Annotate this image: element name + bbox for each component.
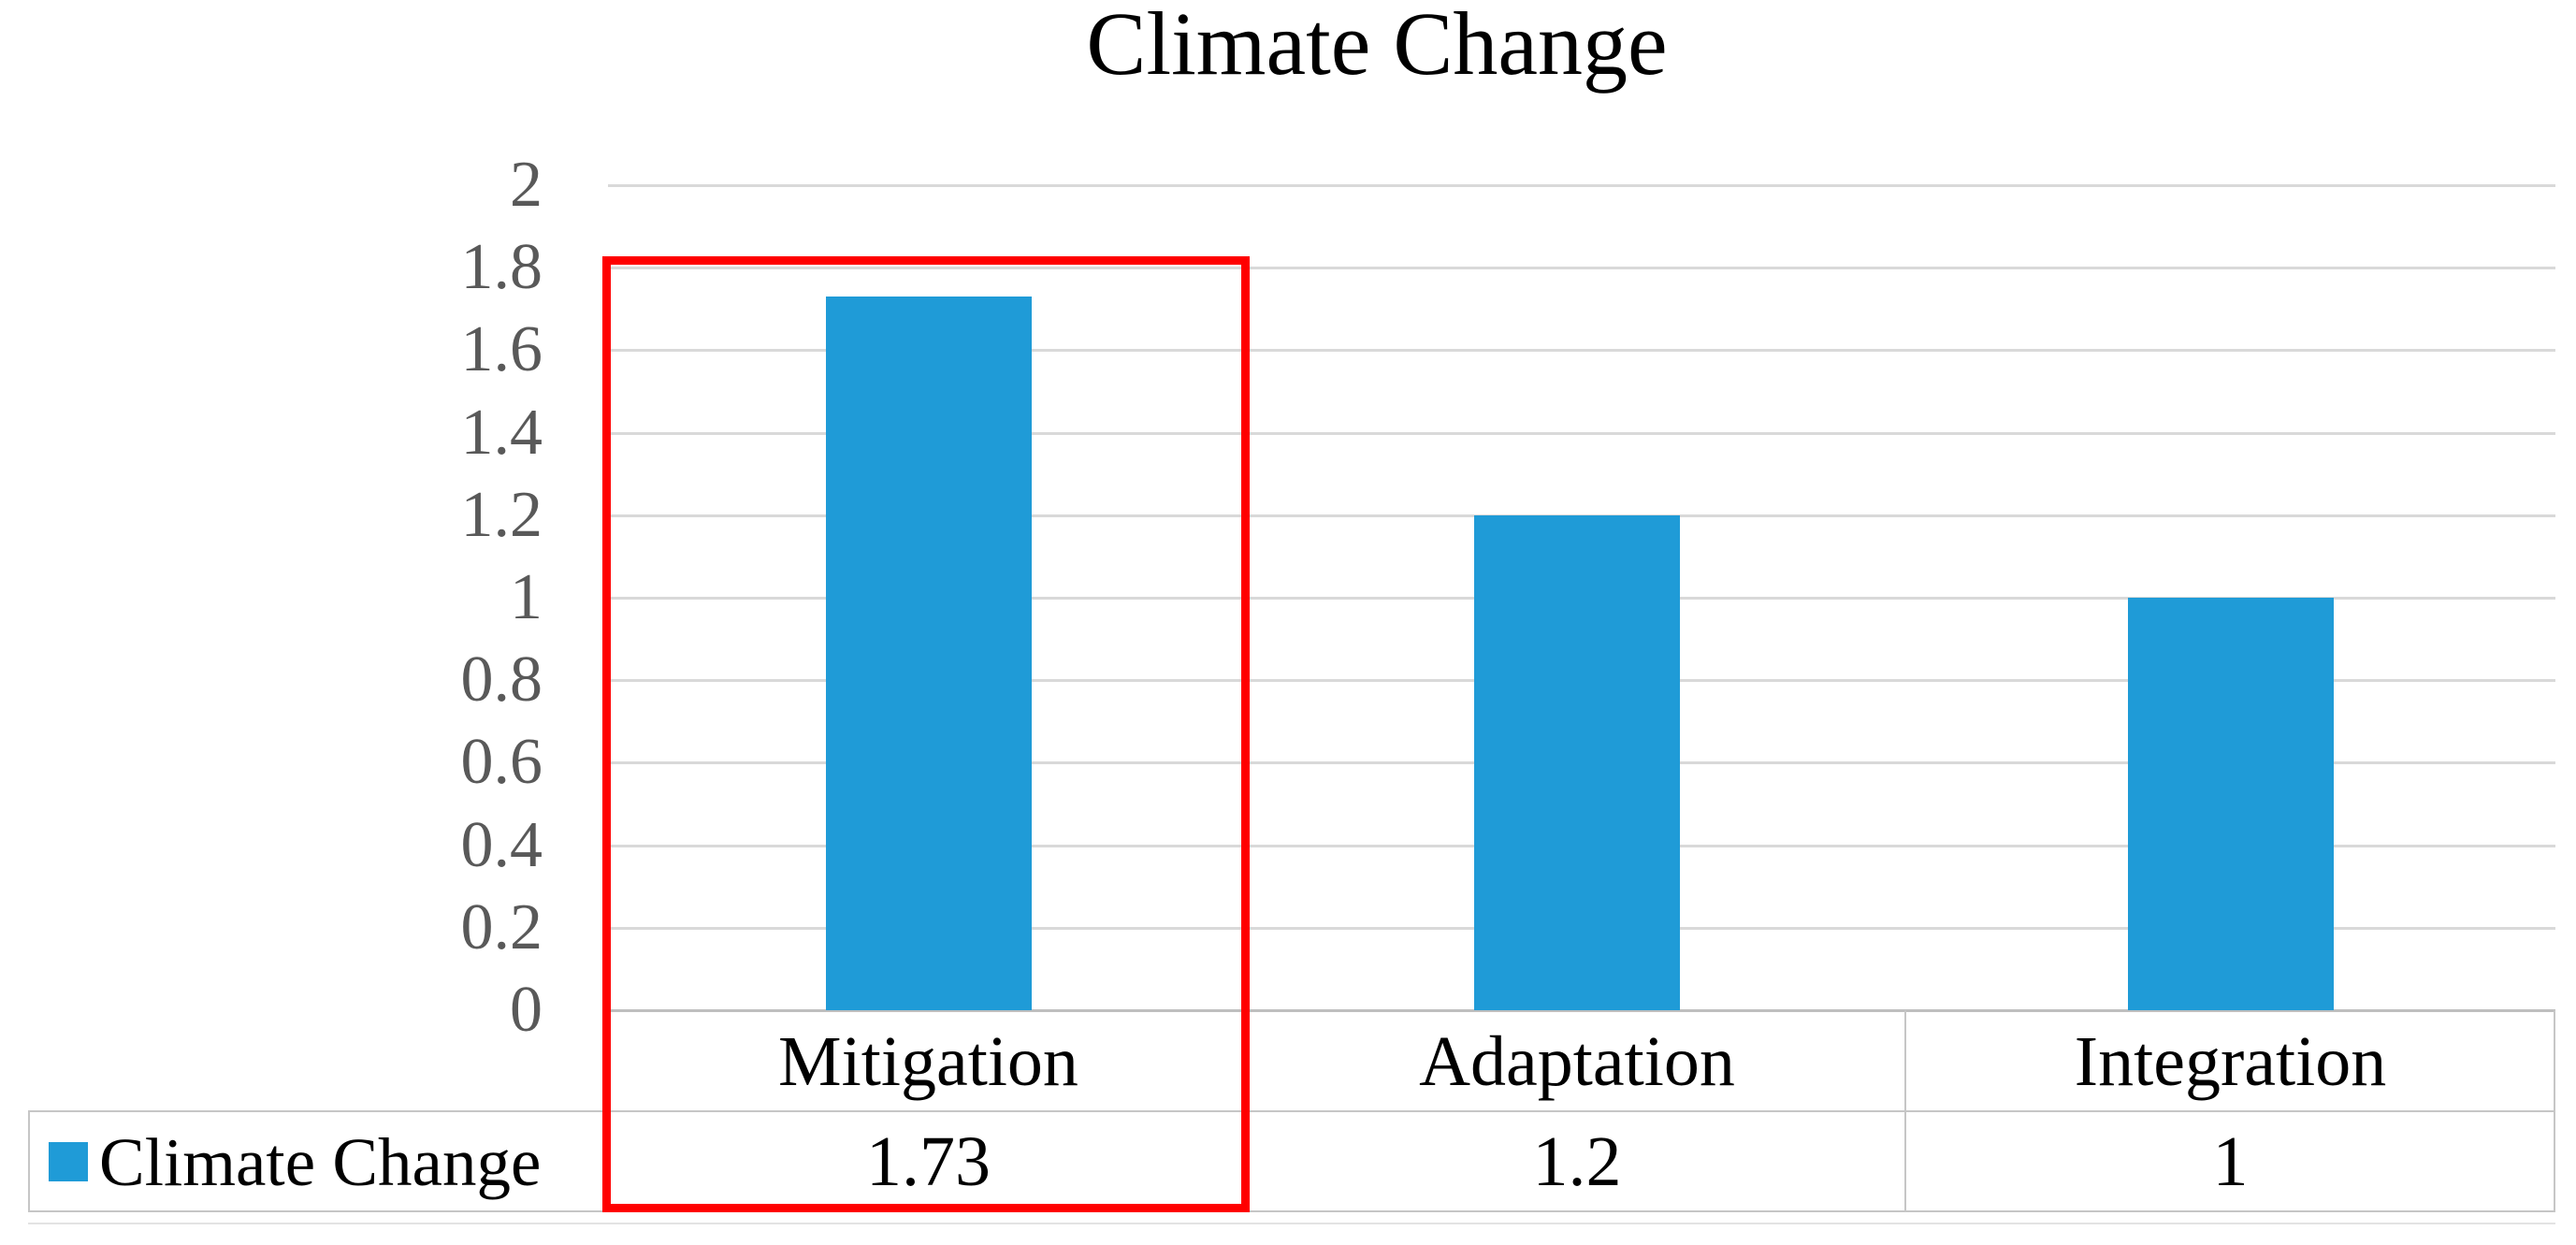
bar-adaptation xyxy=(1474,514,1680,1010)
x-axis-line xyxy=(608,1009,2555,1012)
table-border-vertical xyxy=(28,1110,30,1212)
y-tick-label: 0.6 xyxy=(460,726,543,799)
category-label-mitigation: Mitigation xyxy=(778,1022,1078,1101)
table-border-vertical xyxy=(1904,1010,1906,1212)
table-value-mitigation: 1.73 xyxy=(866,1122,991,1201)
table-value-adaptation: 1.2 xyxy=(1532,1122,1622,1201)
legend-series-label: Climate Change xyxy=(99,1124,542,1200)
gridline xyxy=(608,431,2555,435)
chart-title: Climate Change xyxy=(1086,0,1668,94)
bar-mitigation xyxy=(825,297,1032,1010)
y-tick-label: 1 xyxy=(510,561,543,633)
y-tick-label: 1.6 xyxy=(460,313,543,386)
legend-square-icon xyxy=(49,1142,88,1181)
table-border-vertical xyxy=(2554,1010,2555,1212)
y-tick-label: 0.2 xyxy=(460,890,543,963)
y-tick-label: 2 xyxy=(510,149,543,221)
bar-integration xyxy=(2127,598,2334,1010)
y-tick-label: 1.8 xyxy=(460,231,543,304)
y-tick-label: 1.4 xyxy=(460,396,543,469)
table-border-horizontal xyxy=(28,1210,2555,1212)
table-border-horizontal xyxy=(28,1110,2555,1112)
table-value-integration: 1 xyxy=(2212,1122,2249,1201)
gridline xyxy=(608,349,2555,353)
gridline xyxy=(608,267,2555,270)
y-tick-label: 0.4 xyxy=(460,808,543,881)
category-label-integration: Integration xyxy=(2074,1022,2387,1101)
y-tick-label: 0 xyxy=(510,974,543,1046)
category-label-adaptation: Adaptation xyxy=(1419,1022,1735,1101)
highlight-box-mitigation xyxy=(602,256,1250,1212)
y-tick-label: 0.8 xyxy=(460,644,543,717)
table-border-horizontal xyxy=(28,1223,2555,1224)
gridline xyxy=(608,184,2555,187)
y-tick-label: 1.2 xyxy=(460,478,543,551)
